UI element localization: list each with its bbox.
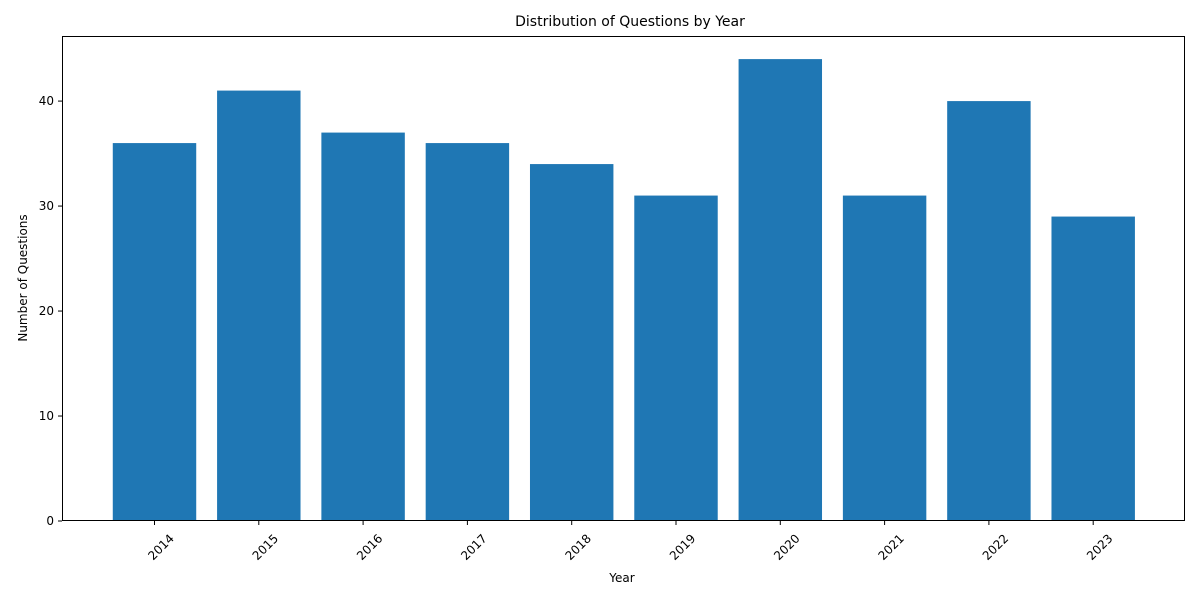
x-tick-label-2022: 2022 xyxy=(980,531,1011,562)
axes-frame xyxy=(62,36,1185,521)
bar-2023 xyxy=(1051,216,1135,521)
chart-title: Distribution of Questions by Year xyxy=(515,14,745,30)
bar-2020 xyxy=(738,59,823,521)
x-tick-label-2019: 2019 xyxy=(667,531,698,562)
bar-2021 xyxy=(842,195,927,522)
y-tick-label-40: 40 xyxy=(39,94,54,108)
bar-2015 xyxy=(217,90,301,521)
x-tick-label-2016: 2016 xyxy=(354,531,385,562)
x-tick-label-2023: 2023 xyxy=(1084,531,1115,562)
y-tick-label-20: 20 xyxy=(39,304,54,318)
y-tick-label-30: 30 xyxy=(39,199,54,213)
x-axis-label: Year xyxy=(608,571,634,585)
x-tick-label-2021: 2021 xyxy=(875,531,906,562)
bar-2016 xyxy=(321,132,405,522)
x-tick-label-2018: 2018 xyxy=(563,531,594,562)
y-tick-label-0: 0 xyxy=(46,514,54,528)
bar-2017 xyxy=(425,143,510,521)
x-tick-label-2017: 2017 xyxy=(458,531,489,562)
x-tick-label-2020: 2020 xyxy=(771,531,802,562)
y-axis-label: Number of Questions xyxy=(16,214,30,341)
x-tick-label-2015: 2015 xyxy=(250,531,281,562)
x-axis: 2014 2015 2016 2017 2018 2019 2020 2021 2022 2023 xyxy=(145,521,1116,563)
bar-2018 xyxy=(529,164,614,521)
x-tick-label-2014: 2014 xyxy=(145,531,176,562)
y-axis: 0 10 20 30 40 xyxy=(39,94,62,528)
bar-2019 xyxy=(634,195,718,522)
y-tick-label-10: 10 xyxy=(39,409,54,423)
bar-2014 xyxy=(112,143,197,521)
bars-group xyxy=(112,59,1135,522)
bar-2022 xyxy=(947,101,1031,521)
